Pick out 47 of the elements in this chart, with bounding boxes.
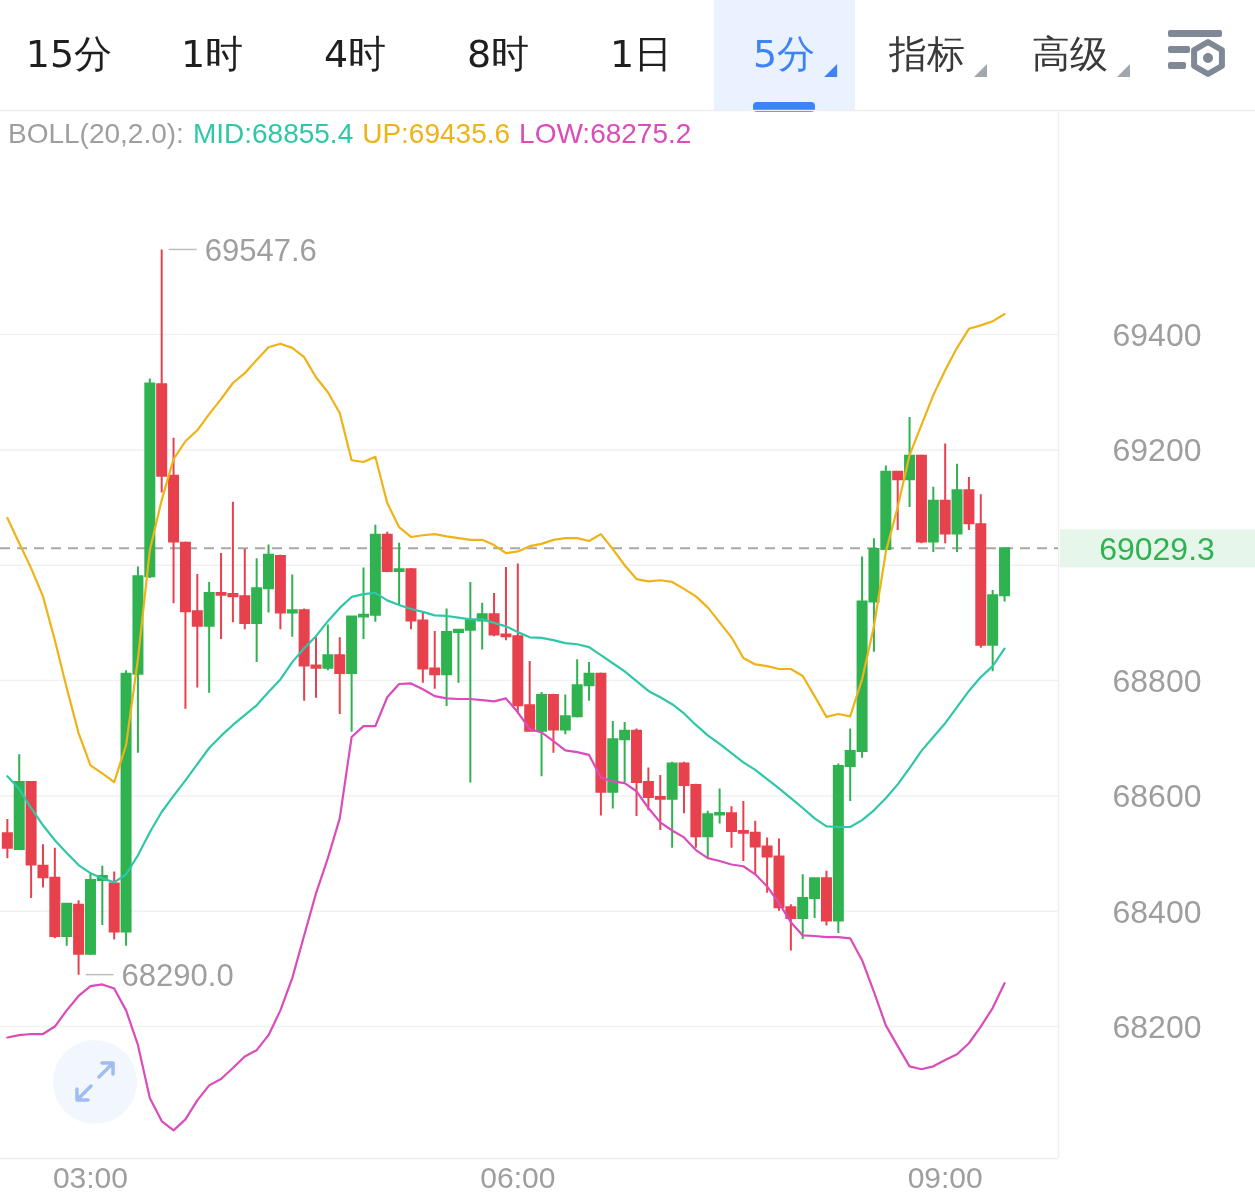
candlestick: [381, 530, 393, 574]
y-tick-label: 69029.3: [1099, 530, 1215, 567]
candlestick: [951, 462, 963, 553]
text: 5分: [752, 32, 816, 76]
text: 4时: [323, 32, 387, 76]
candlestick: [666, 760, 678, 849]
y-tick-label: 68600: [1112, 778, 1202, 815]
candlestick: [927, 485, 939, 553]
candlestick: [73, 899, 85, 976]
candlestick: [108, 870, 120, 941]
x-tick-label: 06:00: [480, 1161, 556, 1193]
y-tick-label: 69400: [1112, 317, 1202, 354]
annotation: 69547.6: [204, 232, 317, 268]
line-series: [6, 682, 1006, 1132]
text: 指标: [888, 32, 965, 76]
y-tick-label: 68400: [1112, 893, 1202, 930]
candlestick: [1, 817, 13, 860]
text: 1日: [609, 32, 673, 76]
y-tick-label: 68800: [1112, 663, 1202, 700]
candlestick: [820, 869, 832, 927]
x-tick-label: 03:00: [52, 1161, 128, 1193]
candlestick: [892, 469, 904, 532]
annotation: 68290.0: [121, 957, 234, 993]
candlestick: [61, 902, 73, 947]
candlestick: [393, 541, 405, 607]
candlestick: [13, 753, 25, 852]
candlestick: [156, 248, 168, 494]
x-tick-label: 09:00: [907, 1161, 983, 1193]
text: 8时: [466, 32, 530, 76]
candlestick: [274, 553, 286, 631]
candlestick: [286, 573, 298, 638]
text: 1时: [180, 32, 244, 76]
candlestick: [322, 623, 334, 672]
candlestick: [536, 691, 548, 778]
legend: BOLL(20,2.0): MID:68855.4 UP:69435.6 LOW:68275.2: [8, 118, 692, 149]
candlestick: [939, 442, 951, 545]
line-series: [6, 312, 1006, 784]
text: 高级: [1032, 32, 1108, 76]
candlestick: [915, 453, 927, 545]
candlestick: [203, 580, 215, 694]
candlestick: [595, 671, 607, 817]
candlestick: [547, 692, 559, 754]
line-series: [6, 591, 1006, 884]
y-tick-label: 68200: [1112, 1009, 1202, 1046]
text: 15分: [25, 32, 113, 76]
y-tick-label: 69200: [1112, 432, 1202, 469]
candlestick: [334, 636, 346, 715]
